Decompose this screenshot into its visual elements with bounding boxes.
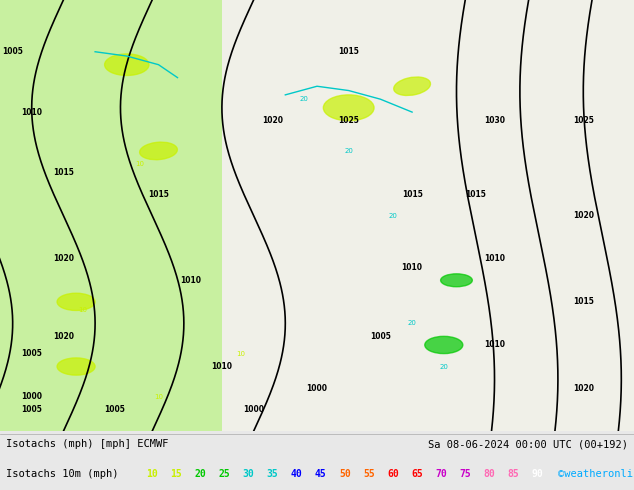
Text: 1025: 1025 — [339, 116, 359, 125]
Text: 10: 10 — [236, 350, 245, 357]
Text: Isotachs (mph) [mph] ECMWF: Isotachs (mph) [mph] ECMWF — [6, 439, 169, 449]
Ellipse shape — [425, 336, 463, 354]
Text: 1005: 1005 — [22, 349, 42, 358]
Text: 20: 20 — [344, 148, 353, 154]
Text: 1015: 1015 — [148, 190, 169, 198]
Text: 1010: 1010 — [484, 341, 505, 349]
Text: 80: 80 — [484, 468, 495, 479]
Text: 65: 65 — [411, 468, 423, 479]
Text: 35: 35 — [267, 468, 278, 479]
Text: 1020: 1020 — [53, 332, 74, 341]
Text: 70: 70 — [436, 468, 447, 479]
Text: 15: 15 — [171, 468, 182, 479]
Text: 45: 45 — [315, 468, 327, 479]
Text: ©weatheronline.co.uk: ©weatheronline.co.uk — [558, 468, 634, 479]
Text: 1010: 1010 — [484, 254, 505, 263]
Text: 1010: 1010 — [211, 362, 233, 371]
Text: 1015: 1015 — [53, 168, 74, 177]
Text: 20: 20 — [408, 320, 417, 326]
Text: 55: 55 — [363, 468, 375, 479]
Text: 1025: 1025 — [573, 116, 593, 125]
Text: 1010: 1010 — [401, 263, 423, 272]
Text: Sa 08-06-2024 00:00 UTC (00+192): Sa 08-06-2024 00:00 UTC (00+192) — [428, 439, 628, 449]
Text: 10: 10 — [154, 393, 163, 400]
Text: 25: 25 — [219, 468, 230, 479]
Text: 20: 20 — [300, 96, 309, 102]
Text: 1010: 1010 — [179, 276, 201, 285]
Text: 1005: 1005 — [3, 47, 23, 56]
Text: 40: 40 — [291, 468, 302, 479]
Text: 20: 20 — [195, 468, 206, 479]
Text: 10: 10 — [78, 307, 87, 314]
Text: 1020: 1020 — [262, 116, 283, 125]
Text: 50: 50 — [339, 468, 351, 479]
Text: 1010: 1010 — [21, 108, 42, 117]
Text: 1020: 1020 — [573, 211, 594, 220]
Text: 10: 10 — [135, 161, 144, 167]
Text: 1020: 1020 — [573, 384, 594, 392]
Text: 1015: 1015 — [339, 47, 359, 56]
FancyBboxPatch shape — [222, 0, 634, 431]
Ellipse shape — [441, 274, 472, 287]
Text: 90: 90 — [532, 468, 543, 479]
FancyBboxPatch shape — [0, 0, 222, 431]
Text: 1015: 1015 — [573, 297, 593, 306]
Text: 20: 20 — [389, 213, 398, 219]
Ellipse shape — [57, 293, 95, 311]
Text: 1020: 1020 — [53, 254, 74, 263]
Text: 1015: 1015 — [402, 190, 422, 198]
Text: 75: 75 — [460, 468, 471, 479]
Text: 1000: 1000 — [306, 384, 328, 392]
Text: 1005: 1005 — [104, 405, 124, 414]
Text: 85: 85 — [508, 468, 519, 479]
Text: 1030: 1030 — [484, 116, 505, 125]
Text: 1000: 1000 — [21, 392, 42, 401]
Ellipse shape — [57, 358, 95, 375]
Ellipse shape — [394, 77, 430, 96]
Ellipse shape — [105, 54, 149, 75]
Text: 1005: 1005 — [22, 405, 42, 414]
Text: Isotachs 10m (mph): Isotachs 10m (mph) — [6, 468, 119, 479]
Text: 10: 10 — [146, 468, 158, 479]
Text: 1000: 1000 — [243, 405, 264, 414]
Text: 1015: 1015 — [465, 190, 486, 198]
Ellipse shape — [323, 95, 374, 121]
Text: 60: 60 — [387, 468, 399, 479]
Text: 30: 30 — [243, 468, 254, 479]
Text: 1005: 1005 — [370, 332, 391, 341]
Text: 20: 20 — [439, 364, 448, 369]
Ellipse shape — [139, 142, 178, 160]
